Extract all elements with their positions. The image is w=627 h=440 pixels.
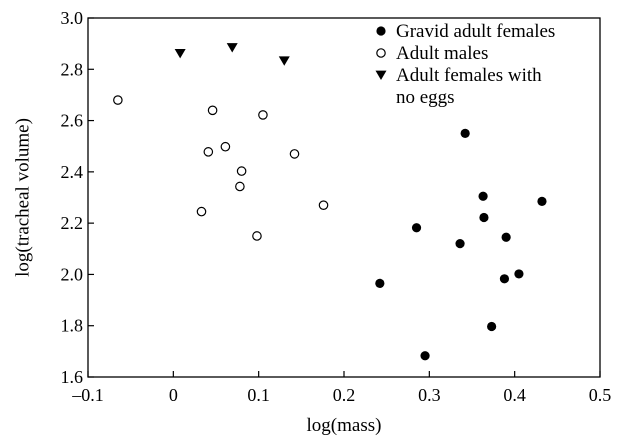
series-1	[375, 128, 547, 361]
data-point	[220, 141, 231, 152]
legend-label: Adult males	[396, 43, 488, 64]
x-tick-label: 0.2	[333, 385, 356, 405]
x-tick-labels: –0.1 0 0.1 0.2 0.3 0.4 0.5	[71, 385, 611, 405]
data-point	[537, 196, 547, 206]
y-tick-label: 1.6	[61, 367, 84, 387]
data-point	[207, 105, 218, 116]
data-point	[499, 274, 510, 284]
y-tick-label: 2.6	[61, 111, 84, 131]
x-tick-label: 0.5	[589, 385, 612, 405]
series-3	[174, 43, 290, 66]
data-point	[236, 166, 247, 176]
data-point	[487, 321, 497, 332]
x-axis-label: log(mass)	[307, 415, 382, 436]
data-point	[514, 269, 524, 279]
data-point	[479, 212, 489, 223]
data-points	[113, 43, 547, 361]
data-point	[226, 43, 238, 53]
legend-marker	[375, 70, 387, 80]
data-point	[196, 206, 207, 217]
data-point	[258, 110, 268, 120]
legend-label: Gravid adult females	[396, 21, 555, 42]
y-tick-label: 3.0	[61, 8, 84, 28]
legend-marker	[376, 48, 386, 58]
legend-marker	[376, 26, 386, 36]
data-point	[501, 232, 511, 242]
data-point	[460, 128, 470, 138]
series-2	[113, 95, 329, 241]
x-tick-label: 0.4	[503, 385, 526, 405]
y-tick-labels: 1.6 1.8 2.0 2.2 2.4 2.6 2.8 3.0	[61, 8, 84, 387]
data-point	[455, 239, 465, 249]
data-point	[318, 200, 329, 210]
x-tick-label: 0	[169, 385, 178, 405]
y-tick-label: 1.8	[61, 316, 84, 336]
data-point	[411, 223, 422, 233]
data-point	[235, 181, 245, 192]
y-axis-label: log(tracheal volume)	[13, 118, 34, 277]
tick-marks	[87, 17, 601, 378]
data-point	[289, 149, 300, 159]
data-point	[420, 351, 430, 361]
legend-label: no eggs	[396, 87, 455, 108]
y-tick-label: 2.0	[61, 264, 84, 284]
x-tick-label: 0.3	[418, 385, 441, 405]
y-tick-label: 2.2	[61, 213, 84, 233]
x-tick-label: –0.1	[71, 385, 104, 405]
data-point	[203, 147, 214, 157]
y-tick-label: 2.4	[61, 162, 84, 182]
data-point	[174, 48, 186, 59]
data-point	[113, 95, 123, 105]
data-point	[478, 191, 488, 201]
y-tick-label: 2.8	[61, 59, 84, 79]
data-point	[375, 278, 385, 289]
legend-label: Adult females with	[396, 65, 542, 86]
data-point	[252, 231, 262, 241]
x-tick-label: 0.1	[247, 385, 270, 405]
data-point	[278, 56, 290, 66]
